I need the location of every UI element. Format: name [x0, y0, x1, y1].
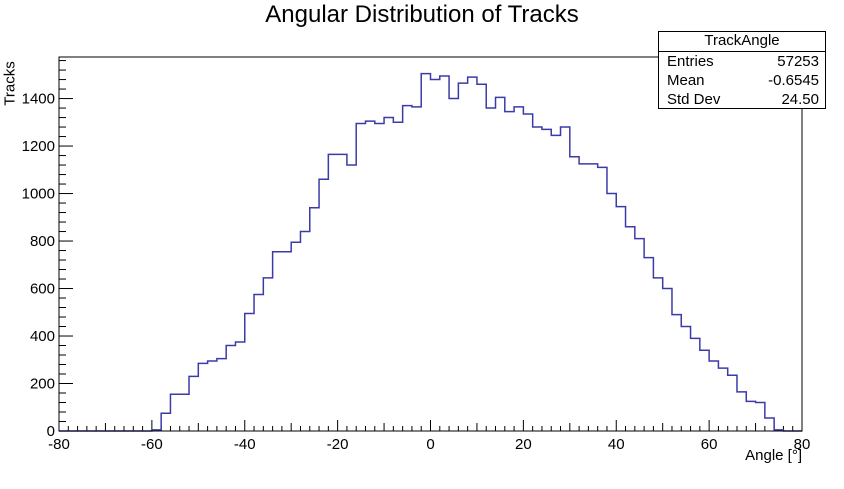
- y-tick-label: 600: [30, 281, 55, 298]
- stats-label: Mean: [667, 72, 705, 89]
- y-tick-labels: 0 200 400 600 800 1000 1200 1400: [22, 91, 55, 440]
- x-tick-label: 80: [794, 436, 811, 453]
- y-axis-label: Tracks: [1, 61, 19, 106]
- x-tick-label: 60: [701, 436, 718, 453]
- stats-label: Std Dev: [667, 91, 721, 108]
- y-tick-label: 0: [47, 423, 55, 440]
- axis-ticks: [58, 60, 803, 432]
- stats-row-entries: Entries 57253: [659, 52, 825, 71]
- y-tick-label: 400: [30, 328, 55, 345]
- x-tick-label: 40: [608, 436, 625, 453]
- x-tick-label: -20: [327, 436, 349, 453]
- y-tick-label: 1200: [22, 138, 55, 155]
- x-tick-label: -60: [141, 436, 163, 453]
- y-tick-label: 1400: [22, 91, 55, 108]
- chart-title: Angular Distribution of Tracks: [265, 1, 579, 28]
- stats-value: 57253: [777, 53, 819, 70]
- stats-title: TrackAngle: [659, 32, 825, 52]
- y-tick-label: 1000: [22, 186, 55, 203]
- stats-row-mean: Mean -0.6545: [659, 71, 825, 90]
- stats-value: -0.6545: [768, 72, 819, 89]
- y-tick-label: 200: [30, 376, 55, 393]
- x-tick-label: 0: [426, 436, 434, 453]
- x-tick-labels: -80 -60 -40 -20 0 20 40 60 80: [48, 436, 810, 453]
- x-tick-label: -40: [234, 436, 256, 453]
- x-axis-label: Angle [°]: [745, 447, 802, 464]
- stats-value: 24.50: [781, 91, 819, 108]
- stats-row-stddev: Std Dev 24.50: [659, 90, 825, 109]
- x-tick-label: 20: [515, 436, 532, 453]
- x-tick-label: -80: [48, 436, 70, 453]
- plot-frame: [58, 56, 803, 432]
- histogram-series-line: [59, 72, 802, 432]
- stats-box: TrackAngle Entries 57253 Mean -0.6545 St…: [658, 31, 826, 109]
- stats-label: Entries: [667, 53, 714, 70]
- y-tick-label: 800: [30, 233, 55, 250]
